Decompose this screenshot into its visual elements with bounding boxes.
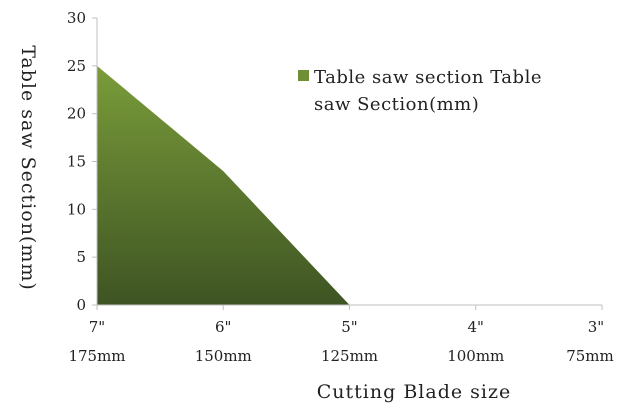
x-tick-label-mm: 175mm bbox=[68, 347, 125, 365]
x-tick-label-inch: 4" bbox=[468, 318, 484, 336]
y-tick-label: 30 bbox=[67, 9, 86, 27]
x-axis: 7" 175mm 6" 150mm 5" 125mm 4" 100mm 3" 75mm bbox=[68, 304, 614, 365]
legend-label-line-2: saw Section(mm) bbox=[314, 94, 479, 115]
x-tick-label-inch: 3" bbox=[588, 318, 604, 336]
plot-area bbox=[97, 65, 602, 305]
y-tick-label: 15 bbox=[67, 153, 86, 171]
y-tick-label: 10 bbox=[67, 200, 86, 218]
x-tick-label-mm: 100mm bbox=[447, 347, 504, 365]
legend-label-line-1: Table saw section Table bbox=[314, 67, 542, 88]
y-tick-label: 0 bbox=[76, 296, 86, 314]
legend-swatch bbox=[298, 70, 309, 81]
x-tick-label-mm: 150mm bbox=[195, 347, 252, 365]
x-axis-title: Cutting Blade size bbox=[317, 381, 511, 403]
y-tick-label: 25 bbox=[67, 57, 86, 75]
y-tick-label: 20 bbox=[67, 105, 86, 123]
legend: Table saw section Table saw Section(mm) bbox=[298, 67, 542, 115]
x-tick-label-mm: 75mm bbox=[566, 347, 614, 365]
x-tick-label-inch: 7" bbox=[89, 318, 105, 336]
y-axis-title: Table saw Section(mm) bbox=[17, 45, 39, 291]
y-tick-label: 5 bbox=[76, 248, 86, 266]
x-tick-label-mm: 125mm bbox=[321, 347, 378, 365]
x-tick-label-inch: 6" bbox=[215, 318, 231, 336]
series-area-table-saw-section bbox=[97, 65, 602, 305]
y-axis: 0 5 10 15 20 25 30 bbox=[67, 9, 98, 314]
x-tick-label-inch: 5" bbox=[341, 318, 357, 336]
